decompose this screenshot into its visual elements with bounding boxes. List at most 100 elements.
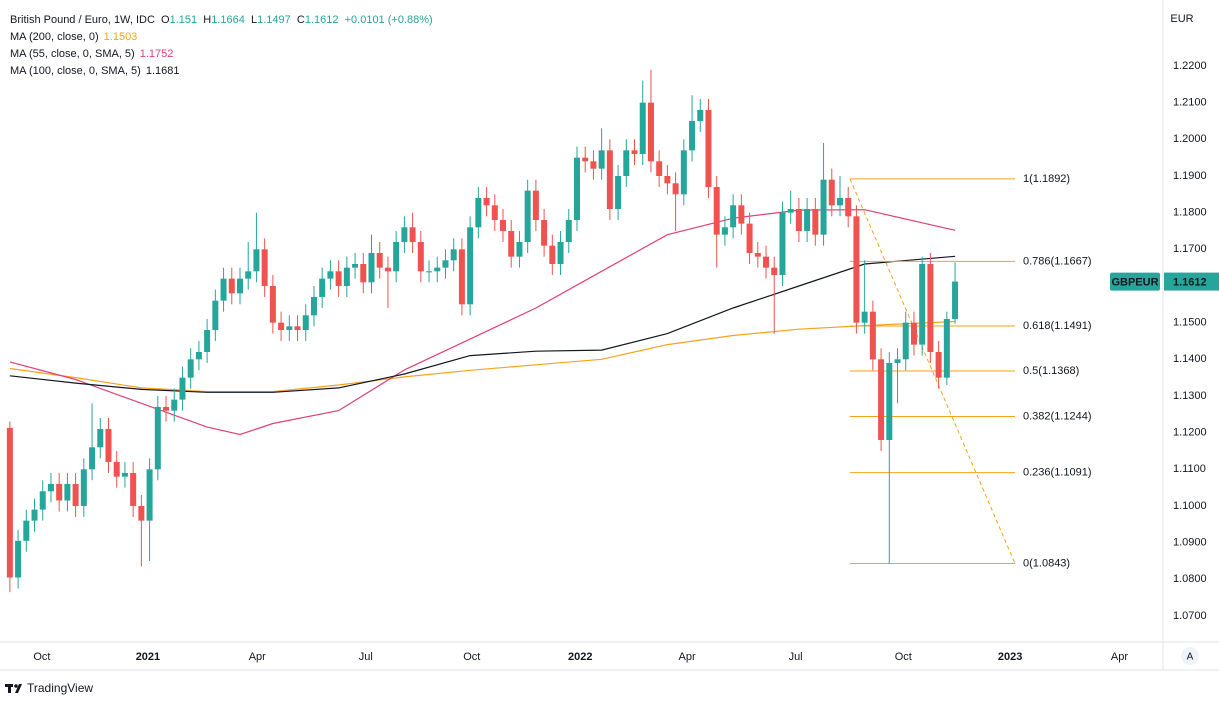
fib-label: 0.618(1.1491) [1023,320,1092,332]
candle-body [327,271,334,279]
legend-value: 1.1752 [139,48,174,60]
candle-body [861,311,868,323]
candle-body [763,256,770,268]
change: +0.0101 (+0.88%) [344,14,433,26]
candle-body [491,205,498,220]
candle-body [582,157,589,162]
candle-body [771,267,778,275]
candle-body [943,318,950,378]
fib-label: 0.382(1.1244) [1023,410,1092,422]
candle-body [689,120,696,151]
candle-body [204,329,211,352]
fib-label: 0(1.0843) [1023,557,1070,569]
candle-body [121,472,128,477]
candle-body [664,175,671,184]
candle-body [812,208,819,235]
x-tick-label: 2023 [998,651,1022,663]
x-tick-label: Apr [1111,651,1128,663]
candle-body [738,205,745,224]
x-tick-label: Jul [359,651,373,663]
symbol-tag-box [1110,272,1160,291]
candle-body [458,249,465,305]
x-tick-label: Oct [895,651,912,663]
ma-line [9,255,956,393]
candle-body [508,230,515,257]
candle-body [894,359,901,363]
candle-body [269,285,276,323]
candle-body [47,483,54,492]
candle-body [886,362,893,440]
candle-body [952,281,959,319]
candle-body [820,179,827,235]
candle-body [179,377,186,400]
candle-body [450,249,457,261]
candle-body [639,102,646,154]
candle-body [417,241,424,272]
candle-body [927,263,934,352]
candle-body [393,241,400,272]
candle-body [138,505,145,521]
candle-body [565,219,572,242]
candle-body [853,216,860,323]
y-tick-label: 1.0800 [1173,573,1207,585]
candle-body [680,150,687,195]
candle-body [754,252,761,257]
plot-area: 1(1.1892) 0.786(1.1667) 0.618(1.1491) 0.5(1… [6,69,1092,593]
candle-body [524,190,531,242]
candle-body [426,271,433,273]
y-tick-label: 1.1500 [1173,317,1207,329]
candle-body [697,109,704,121]
last-price: 1.1612 [1173,276,1207,288]
candle-body [212,300,219,330]
candle-body [573,157,580,220]
candle-body [253,249,260,272]
legend-name: MA (100, close, 0, SMA, 5) [10,65,141,77]
fib-label: 0.236(1.1091) [1023,467,1092,479]
candle-body [672,183,679,195]
legend-item: MA (55, close, 0, SMA, 5) 1.1752 [10,46,433,63]
candle-body [376,252,383,268]
legend-name: MA (55, close, 0, SMA, 5) [10,48,135,60]
x-tick-label: Jul [789,651,803,663]
candle-body [130,472,137,506]
candle-body [245,271,252,279]
candle-body [804,208,811,231]
candle-body [532,190,539,220]
candle-body [64,483,71,501]
scale-mode-button[interactable] [1181,647,1199,665]
candle-body [910,322,917,345]
o-label: O [161,14,170,26]
scale-mode[interactable]: A [1187,652,1194,663]
candle-body [779,212,786,275]
candle-body [647,102,654,162]
symbol: British Pound / Euro, 1W, IDC [10,14,155,26]
ma-line [9,320,956,393]
candle-body [713,186,720,235]
x-tick-label: Oct [33,651,50,663]
candle-body [606,150,613,209]
c-value: 1.1612 [304,14,339,26]
symbol-tag: GBPEUR [1111,276,1158,288]
candle-body [278,322,285,330]
candle-body [590,161,597,169]
y-tick-label: 1.1200 [1173,427,1207,439]
candle-body [294,326,301,330]
candle-body [549,245,556,264]
y-tick-label: 1.2100 [1173,97,1207,109]
legend-value: 1.1503 [103,31,138,43]
last-price-box [1164,272,1219,291]
candle-body [310,296,317,316]
l-value: 1.1497 [257,14,291,26]
y-tick-label: 1.0900 [1173,537,1207,549]
y-tick-label: 1.1300 [1173,390,1207,402]
candle-body [89,447,96,470]
x-tick-label: Apr [249,651,266,663]
candle-body [195,351,202,360]
candle-body [80,469,87,506]
candle-body [836,197,843,206]
candle-body [319,278,326,297]
brand: TradingView [27,681,93,695]
candle-body [557,241,564,264]
candle-body [39,491,46,510]
